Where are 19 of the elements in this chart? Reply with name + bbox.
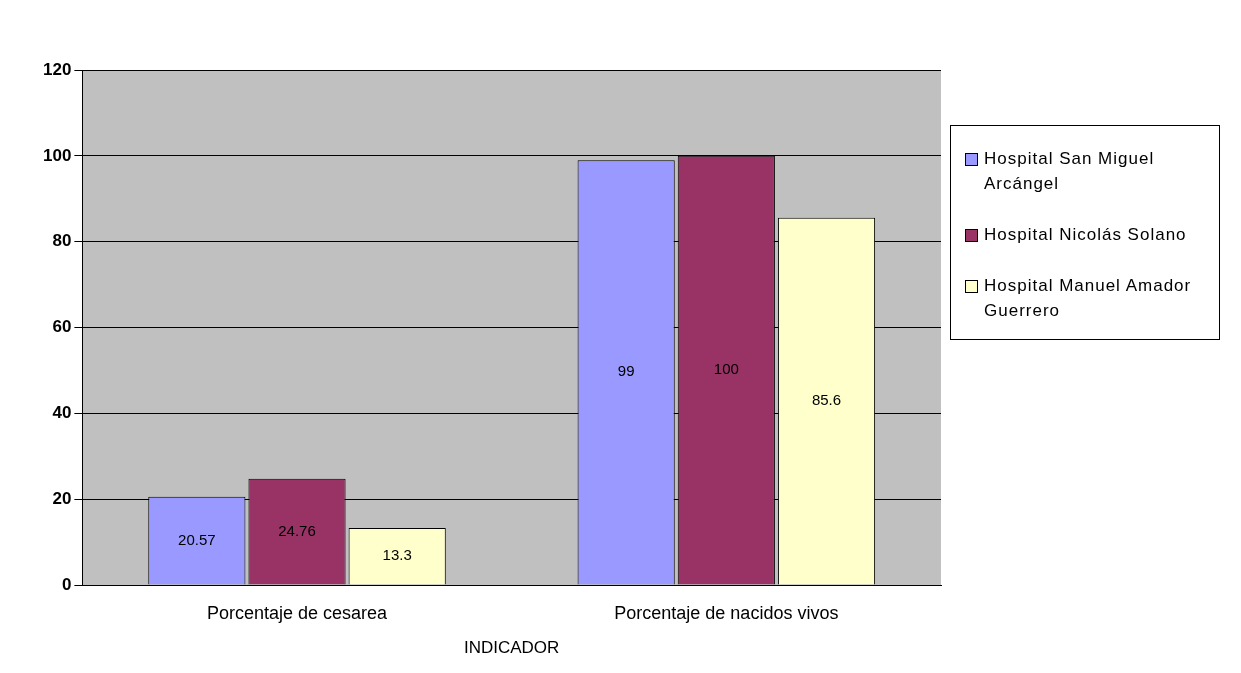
data-label: 20.57 (178, 530, 216, 548)
y-tick-label: 40 (52, 403, 72, 423)
data-label: 99 (617, 362, 635, 380)
data-label: 24.76 (278, 521, 316, 539)
y-tick-label: 0 (61, 574, 72, 594)
legend-label: Hospital Manuel Amador Guerrero (984, 275, 1193, 322)
x-tick-label: Porcentaje de cesarea (206, 602, 389, 623)
legend-label: Hospital Nicolás Solano (984, 224, 1187, 246)
data-label: 13.3 (382, 546, 412, 564)
y-tick-label: 120 (42, 59, 72, 79)
x-axis-title: INDICADOR (463, 638, 560, 658)
data-label: 85.6 (811, 391, 842, 409)
x-tick-label: Porcentaje de nacidos vivos (614, 602, 839, 623)
y-tick-label: 60 (52, 317, 72, 337)
y-tick-label: 80 (52, 231, 72, 251)
data-label: 100 (713, 360, 739, 378)
legend-label: Hospital San Miguel Arcángel (984, 148, 1156, 195)
y-tick-label: 20 (52, 488, 72, 508)
y-tick-label: 100 (42, 145, 72, 165)
